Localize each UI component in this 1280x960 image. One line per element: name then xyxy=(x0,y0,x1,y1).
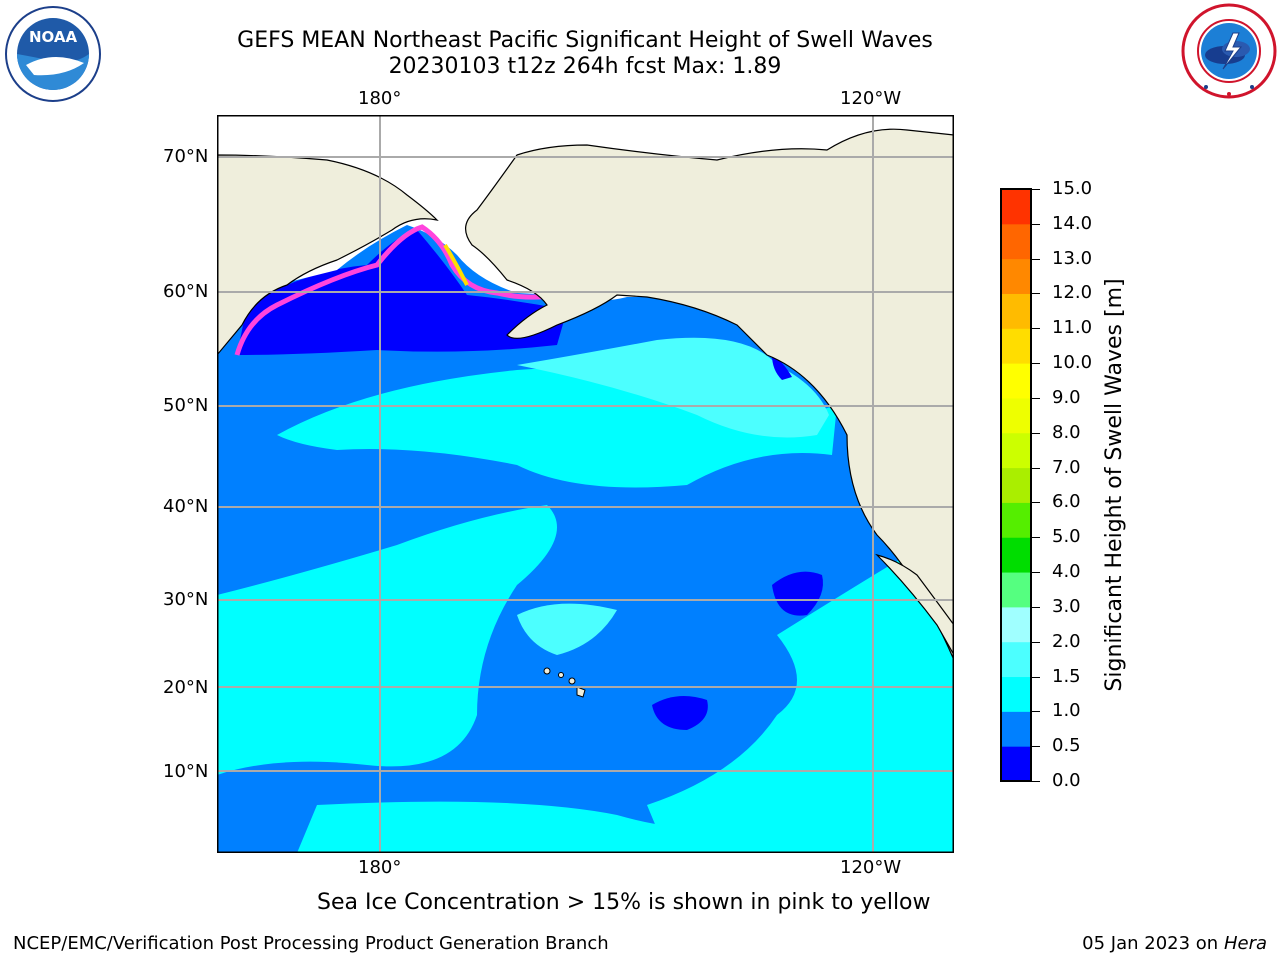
colorbar-segment xyxy=(1001,293,1031,329)
swell-south-band xyxy=(297,801,757,853)
land-alaska-canada xyxy=(465,128,954,661)
colorbar-tick-label: 12.0 xyxy=(1052,282,1093,304)
colorbar-tick-mark xyxy=(1032,189,1040,190)
colorbar-segment xyxy=(1001,328,1031,364)
hawaii-islands xyxy=(543,667,586,698)
colorbar-tick-label: 13.0 xyxy=(1052,247,1093,269)
colorbar-tick-label: 7.0 xyxy=(1052,456,1081,478)
colorbar-tick-mark xyxy=(1032,223,1040,225)
colorbar-segment xyxy=(1001,606,1031,643)
lon-label-bottom-120w: 120°W xyxy=(840,857,902,878)
colorbar-tick-label: 5.0 xyxy=(1052,526,1081,548)
swell-band-north-light xyxy=(517,337,829,438)
low-swell-patch-3 xyxy=(772,355,792,380)
colorbar-segment xyxy=(1001,572,1031,608)
colorbar-tick-mark xyxy=(1032,363,1040,365)
colorbar-tick-mark xyxy=(1032,293,1040,295)
lon-label-top-120w: 120°W xyxy=(840,88,902,109)
colorbar-segment xyxy=(1001,189,1031,225)
colorbar-tick-label: 0.0 xyxy=(1052,770,1081,791)
graticule xyxy=(217,115,954,853)
colorbar-segment xyxy=(1001,502,1031,538)
footer-producer: NCEP/EMC/Verification Post Processing Pr… xyxy=(13,933,609,954)
colorbar-segment xyxy=(1001,711,1031,747)
colorbar-segment xyxy=(1001,432,1031,469)
colorbar-tick-mark xyxy=(1032,781,1040,782)
colorbar-segment xyxy=(1001,363,1031,399)
colorbar-tick-mark xyxy=(1032,711,1040,713)
swell-height-map xyxy=(217,115,954,853)
lat-label-40n: 40°N xyxy=(163,496,209,517)
colorbar-tick-label: 10.0 xyxy=(1052,352,1093,374)
colorbar-tick-label: 8.0 xyxy=(1052,421,1081,443)
footer-date: 05 Jan 2023 on Hera xyxy=(1082,933,1267,954)
colorbar-tick-mark xyxy=(1032,676,1040,678)
colorbar-segment xyxy=(1001,223,1031,260)
footer-machine: Hera xyxy=(1223,933,1267,954)
colorbar-tick-mark xyxy=(1032,641,1040,643)
low-swell-patch-1 xyxy=(772,571,823,616)
sea-ice-note: Sea Ice Concentration > 15% is shown in … xyxy=(317,890,931,915)
lat-label-50n: 50°N xyxy=(163,395,209,416)
colorbar-tick-mark xyxy=(1032,467,1040,469)
colorbar-tick-mark xyxy=(1032,328,1040,330)
sea-ice-edge-yellow xyxy=(443,243,469,286)
swell-band-west xyxy=(217,505,557,775)
swell-tropical xyxy=(517,603,617,655)
colorbar-tick-label: 15.0 xyxy=(1052,178,1093,199)
colorbar-tick-label: 2.0 xyxy=(1052,630,1081,652)
lat-label-10n: 10°N xyxy=(163,761,209,782)
colorbar-tick-label: 11.0 xyxy=(1052,317,1093,339)
colorbar-label: Significant Height of Swell Waves [m] xyxy=(1102,278,1127,692)
lon-label-top-180: 180° xyxy=(358,88,402,109)
colorbar-tick-mark xyxy=(1032,746,1040,748)
colorbar-tick-label: 6.0 xyxy=(1052,491,1081,513)
noaa-logo-text: NOAA xyxy=(29,28,78,46)
colorbar-tick-label: 14.0 xyxy=(1052,212,1093,234)
colorbar-tick-label: 9.0 xyxy=(1052,386,1081,408)
colorbar-segment xyxy=(1001,746,1031,782)
chart-subtitle: 20230103 t12z 264h fcst Max: 1.89 xyxy=(388,54,782,79)
colorbar-segment xyxy=(1001,641,1031,678)
chart-title: GEFS MEAN Northeast Pacific Significant … xyxy=(237,28,933,53)
colorbar-segment xyxy=(1001,258,1031,294)
colorbar-tick-mark xyxy=(1032,502,1040,504)
colorbar-tick-label: 4.0 xyxy=(1052,561,1081,583)
low-swell-patch-2 xyxy=(652,696,708,730)
lon-label-bottom-180: 180° xyxy=(358,857,402,878)
colorbar-tick-label: 1.0 xyxy=(1052,700,1081,722)
lat-label-20n: 20°N xyxy=(163,677,209,698)
footer-date-text: 05 Jan 2023 on xyxy=(1082,933,1224,954)
colorbar-tick-mark xyxy=(1032,258,1040,260)
lat-label-30n: 30°N xyxy=(163,589,209,610)
colorbar-segment xyxy=(1001,397,1031,434)
colorbar-tick-mark xyxy=(1032,606,1040,608)
colorbar-tick-label: 3.0 xyxy=(1052,595,1081,617)
colorbar-segment xyxy=(1001,676,1031,712)
swell-south-east xyxy=(647,555,954,853)
colorbar-tick-label: 0.5 xyxy=(1052,735,1081,757)
nws-logo xyxy=(1181,3,1277,99)
colorbar-tick-label: 1.5 xyxy=(1052,665,1081,687)
noaa-logo: NOAA xyxy=(5,6,101,102)
colorbar-tick-mark xyxy=(1032,537,1040,539)
swell-band-north xyxy=(277,368,837,488)
land-siberia xyxy=(217,154,439,356)
colorbar xyxy=(1000,188,1032,782)
land-baja xyxy=(875,553,954,657)
colorbar-segment xyxy=(1001,467,1031,503)
lat-label-60n: 60°N xyxy=(163,281,209,302)
lat-label-70n: 70°N xyxy=(163,146,209,167)
colorbar-tick-mark xyxy=(1032,572,1040,574)
colorbar-tick-mark xyxy=(1032,432,1040,434)
colorbar-segment xyxy=(1001,537,1031,573)
colorbar-tick-mark xyxy=(1032,397,1040,399)
